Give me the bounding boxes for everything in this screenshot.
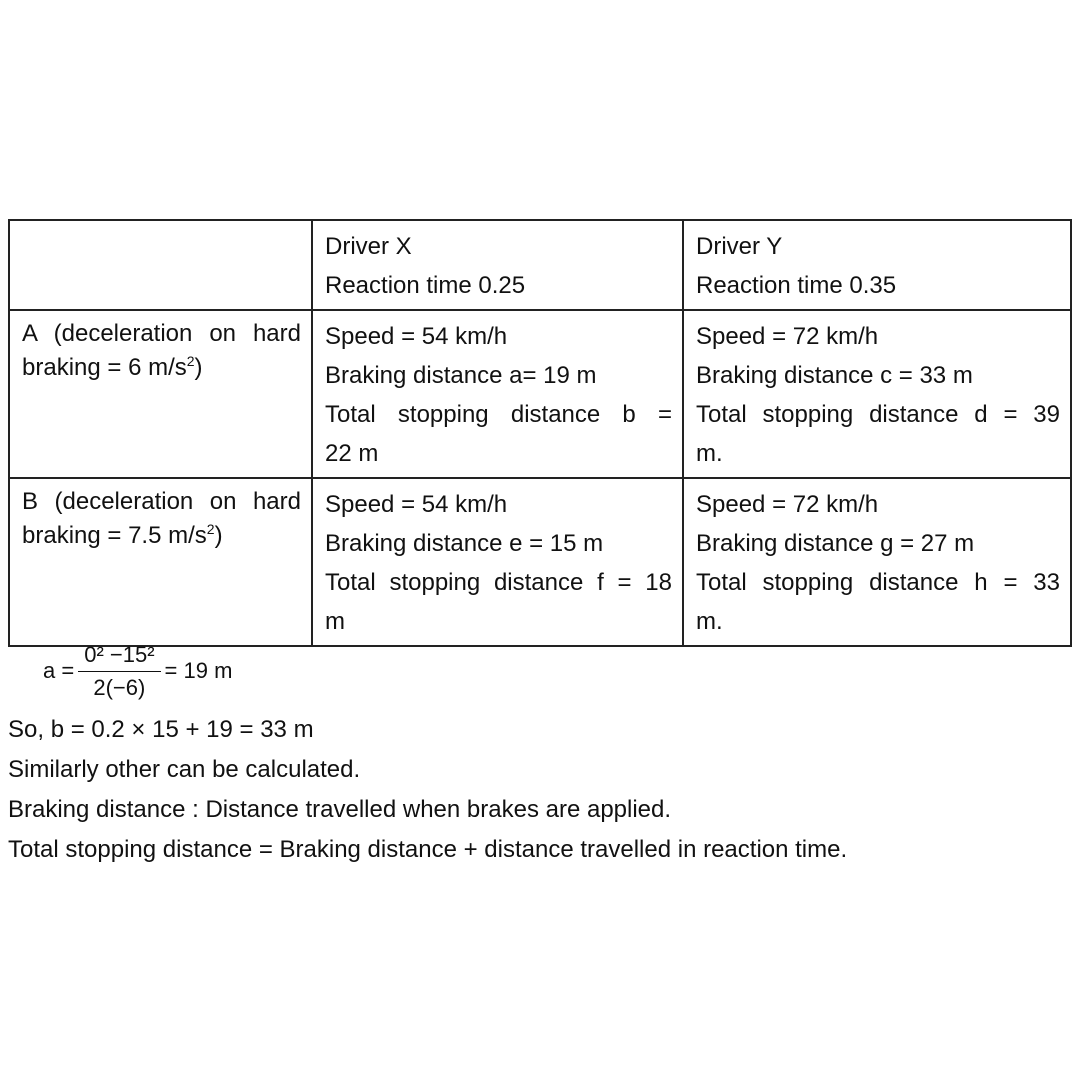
row-b-y-total-line2: m. [696, 608, 723, 635]
row-a-y-braking-distance: Braking distance c = 33 m [696, 362, 973, 389]
row-a-label-cell: A (deceleration on hard braking = 6 m/s2… [8, 309, 313, 479]
row-a-label-line1: A (deceleration on hard [22, 320, 301, 347]
row-a-x-total-line2: 22 m [325, 440, 379, 467]
row-b-driver-y-cell: Speed = 72 km/h Braking distance g = 27 … [682, 477, 1072, 647]
driver-y-reaction-time: Reaction time 0.35 [696, 272, 897, 299]
row-b-label-line2: braking = 7.5 m/s2) [22, 519, 301, 553]
note-line: Braking distance : Distance travelled wh… [8, 796, 672, 823]
row-b-label-close-paren: ) [214, 522, 223, 549]
row-b-label-line2-text: braking = 7.5 m/s [22, 522, 207, 549]
braking-distance-formula: a = 0² −15² 2(−6) = 19 m [43, 640, 232, 702]
row-b-x-braking-distance: Braking distance e = 15 m [325, 530, 604, 557]
row-a-y-total-line1: Total stopping distance d = 39 [696, 401, 1060, 428]
row-b-label-superscript: 2 [206, 521, 215, 537]
table-header-row: Driver X Reaction time 0.25 Driver Y Rea… [8, 219, 1072, 311]
row-b-y-total-line1: Total stopping distance h = 33 [696, 569, 1060, 596]
row-a-label-line2: braking = 6 m/s2) [22, 351, 301, 385]
row-b-x-speed: Speed = 54 km/h [325, 491, 508, 518]
row-a-x-braking-distance: Braking distance a= 19 m [325, 362, 597, 389]
note-line: So, b = 0.2 × 15 + 19 = 33 m [8, 716, 314, 743]
row-a-x-total-line1: Total stopping distance b = [325, 401, 672, 428]
table-row-a: A (deceleration on hard braking = 6 m/s2… [8, 309, 1072, 479]
empty-corner-cell [8, 219, 313, 311]
row-a-label-close-paren: ) [194, 354, 203, 381]
row-b-y-braking-distance: Braking distance g = 27 m [696, 530, 975, 557]
document: Driver X Reaction time 0.25 Driver Y Rea… [8, 219, 1072, 647]
row-a-label-line2-text: braking = 6 m/s [22, 354, 187, 381]
row-a-driver-y-cell: Speed = 72 km/h Braking distance c = 33 … [682, 309, 1072, 479]
driver-y-label: Driver Y [696, 233, 783, 260]
row-a-label-superscript: 2 [186, 353, 195, 369]
formula-lhs: a = [43, 658, 75, 683]
explanation-notes: So, b = 0.2 × 15 + 19 = 33 m Similarly o… [8, 710, 847, 870]
table-row-b: B (deceleration on hard braking = 7.5 m/… [8, 477, 1072, 647]
row-b-driver-x-cell: Speed = 54 km/h Braking distance e = 15 … [311, 477, 684, 647]
driver-x-header-cell: Driver X Reaction time 0.25 [311, 219, 684, 311]
row-b-y-speed: Speed = 72 km/h [696, 491, 879, 518]
driver-y-header-cell: Driver Y Reaction time 0.35 [682, 219, 1072, 311]
row-a-x-speed: Speed = 54 km/h [325, 323, 508, 350]
row-a-driver-x-cell: Speed = 54 km/h Braking distance a= 19 m… [311, 309, 684, 479]
note-line: Similarly other can be calculated. [8, 756, 361, 783]
row-b-x-total-line2: m [325, 608, 345, 635]
row-b-x-total-line1: Total stopping distance f = 18 [325, 569, 672, 596]
row-a-y-speed: Speed = 72 km/h [696, 323, 879, 350]
formula-numerator: 0² −15² [78, 641, 161, 672]
row-b-label-line1: B (deceleration on hard [22, 488, 301, 515]
formula-rhs: = 19 m [164, 658, 233, 683]
driver-x-label: Driver X [325, 233, 412, 260]
row-b-label-cell: B (deceleration on hard braking = 7.5 m/… [8, 477, 313, 647]
row-a-y-total-line2: m. [696, 440, 723, 467]
driver-x-reaction-time: Reaction time 0.25 [325, 272, 526, 299]
formula-denominator: 2(−6) [93, 674, 146, 700]
formula-fraction: 0² −15² 2(−6) [78, 641, 161, 702]
note-line: Total stopping distance = Braking distan… [8, 836, 848, 863]
stopping-distance-table: Driver X Reaction time 0.25 Driver Y Rea… [8, 219, 1072, 647]
